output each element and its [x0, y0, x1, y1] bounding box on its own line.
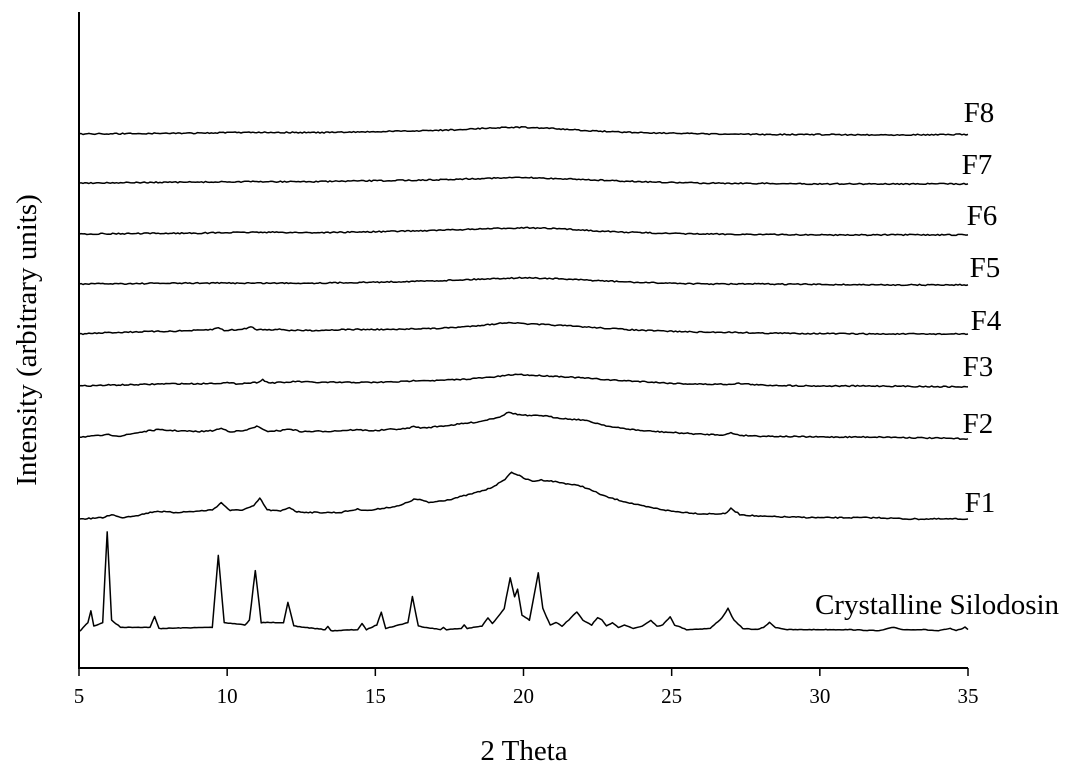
x-tick-label: 15	[365, 684, 386, 708]
trace-label: F8	[964, 97, 995, 129]
trace-f2	[79, 411, 969, 441]
trace-label: F7	[962, 149, 993, 181]
x-tick-label: 25	[661, 684, 682, 708]
x-axis-title: 2 Theta	[480, 735, 567, 767]
trace-f7	[78, 176, 969, 186]
trace-f3	[78, 373, 969, 388]
trace-label: F4	[971, 305, 1002, 337]
trace-f4	[78, 321, 969, 336]
x-tick-label: 10	[217, 684, 238, 708]
x-tick-label: 35	[958, 684, 979, 708]
axes	[78, 12, 968, 669]
trace-f5	[78, 276, 969, 287]
traces	[78, 125, 969, 633]
trace-labels: Crystalline Silodosin F1 F2 F3 F4 F5 F6 F7 F8	[815, 97, 1060, 621]
trace-f8	[78, 125, 969, 137]
trace-label: F2	[963, 408, 994, 440]
x-tick-label: 5	[74, 684, 85, 708]
trace-label: Crystalline Silodosin	[815, 589, 1060, 621]
x-tick-label: 30	[809, 684, 830, 708]
trace-label: F5	[970, 252, 1001, 284]
x-ticks: 5 10 15 20 25 30 35	[74, 668, 979, 708]
x-tick-label: 20	[513, 684, 534, 708]
trace-f6	[78, 226, 969, 237]
trace-label: F3	[963, 351, 994, 383]
trace-crystalline-silodosin	[78, 531, 969, 633]
trace-label: F1	[965, 487, 996, 519]
y-axis-title: Intensity (arbitrary units)	[11, 194, 43, 486]
trace-label: F6	[967, 200, 998, 232]
trace-f1	[78, 471, 969, 521]
